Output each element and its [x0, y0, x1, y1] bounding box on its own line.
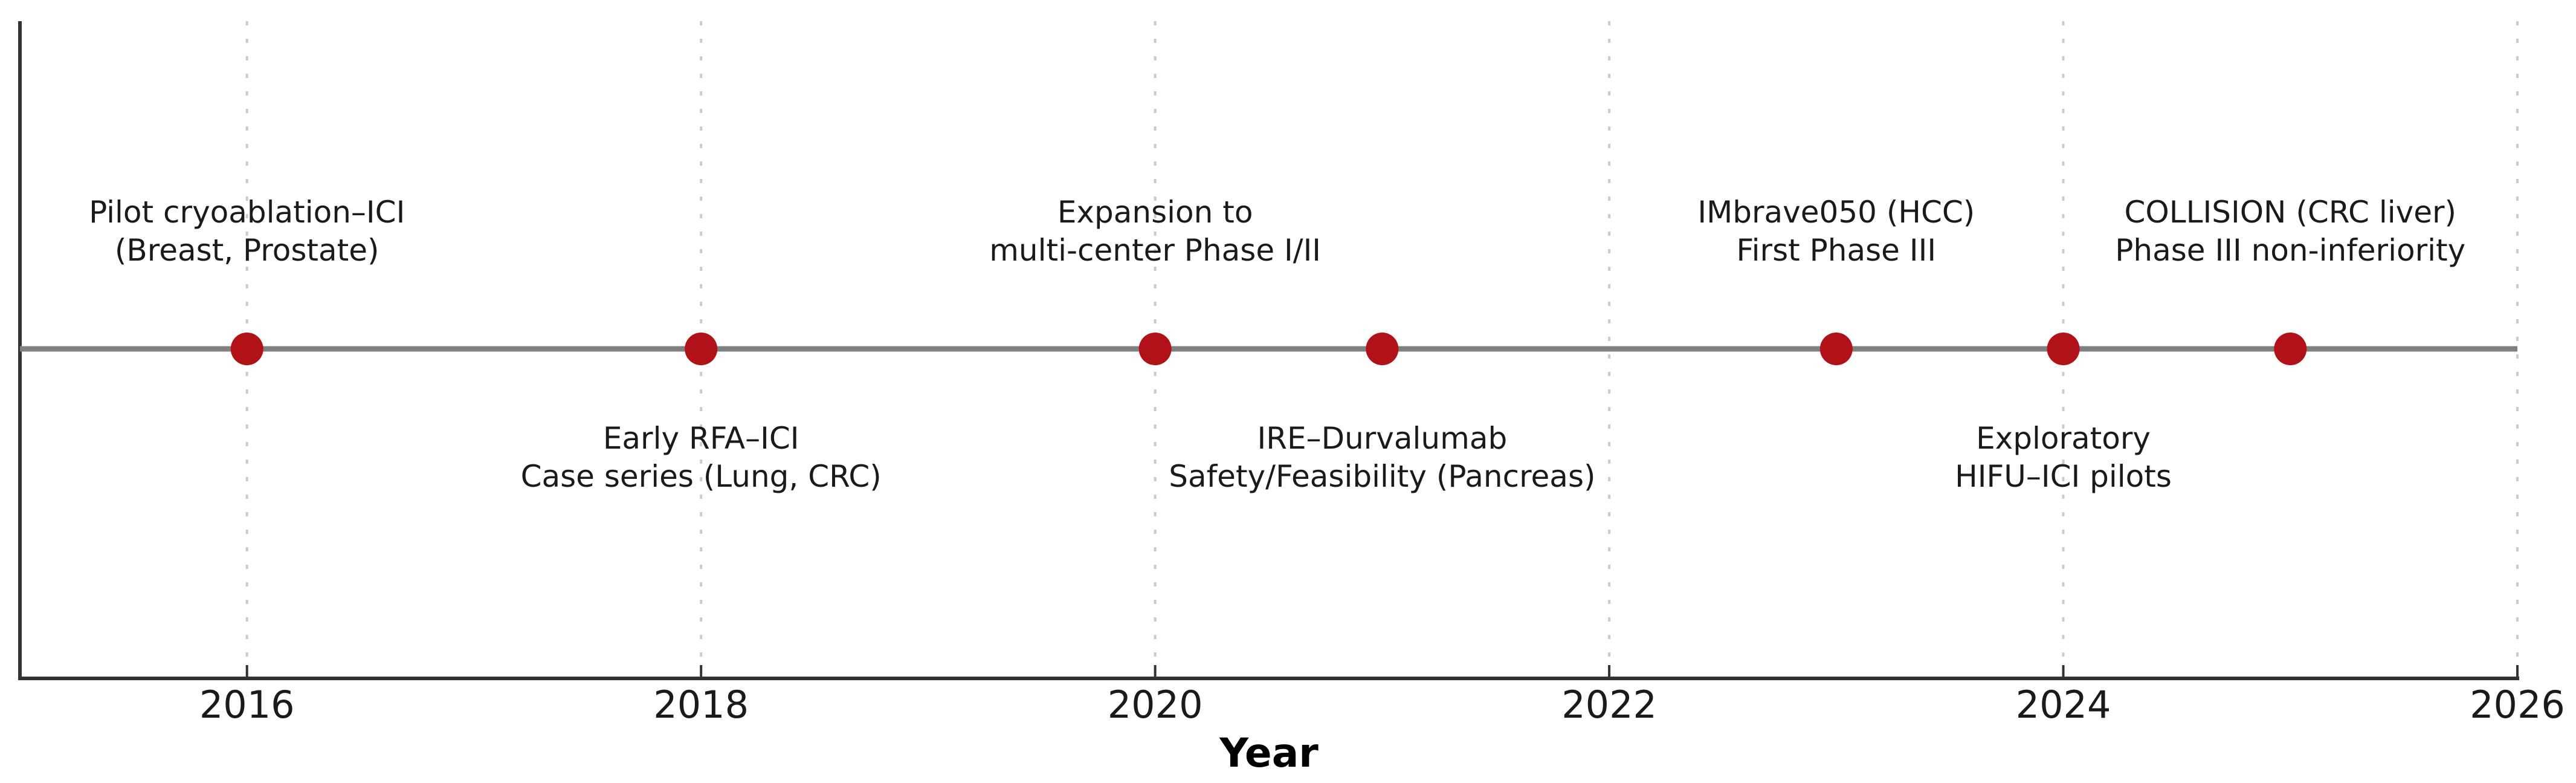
gridline-layer: [245, 21, 2519, 678]
x-tick-label: 2024: [2016, 683, 2111, 727]
axes-layer: 2016 2018 2020 2022 2024 2026: [18, 21, 2565, 727]
event-label-line1: COLLISION (CRC liver): [2124, 195, 2456, 230]
x-tick-label: 2020: [1108, 683, 1203, 727]
event-dot: [2274, 333, 2307, 365]
x-axis-title: Year: [1219, 730, 1319, 776]
event-label-line2: Safety/Feasibility (Pancreas): [1169, 459, 1595, 494]
event-label-line1: Early RFA–ICI: [603, 421, 799, 456]
x-tick-label: 2016: [199, 683, 295, 727]
event-label-line1: IRE–Durvalumab: [1257, 421, 1507, 456]
event-label-line2: Case series (Lung, CRC): [521, 459, 882, 494]
event-label-line2: multi-center Phase I/II: [989, 233, 1321, 268]
event-dot: [230, 333, 263, 365]
x-tick-label: 2022: [1561, 683, 1657, 727]
x-tick-label: 2018: [653, 683, 749, 727]
event-dot: [1366, 333, 1399, 365]
x-tick-label: 2026: [2470, 683, 2565, 727]
event-label-line2: First Phase III: [1737, 233, 1937, 268]
event-label-line2: (Breast, Prostate): [115, 233, 379, 268]
event-label-line1: Expansion to: [1057, 195, 1253, 230]
event-dot: [1138, 333, 1172, 365]
event-label-line2: Phase III non-inferiority: [2115, 233, 2465, 268]
event-dot: [685, 333, 718, 365]
data-layer: Pilot cryoablation–ICI(Breast, Prostate)…: [20, 195, 2517, 494]
event-label-line1: Pilot cryoablation–ICI: [89, 195, 405, 230]
event-dot: [2047, 333, 2080, 365]
event-label-line1: IMbrave050 (HCC): [1697, 195, 1975, 230]
event-label-line1: Exploratory: [1976, 421, 2151, 456]
event-label-line2: HIFU–ICI pilots: [1955, 459, 2172, 494]
event-dot: [1819, 333, 1853, 365]
